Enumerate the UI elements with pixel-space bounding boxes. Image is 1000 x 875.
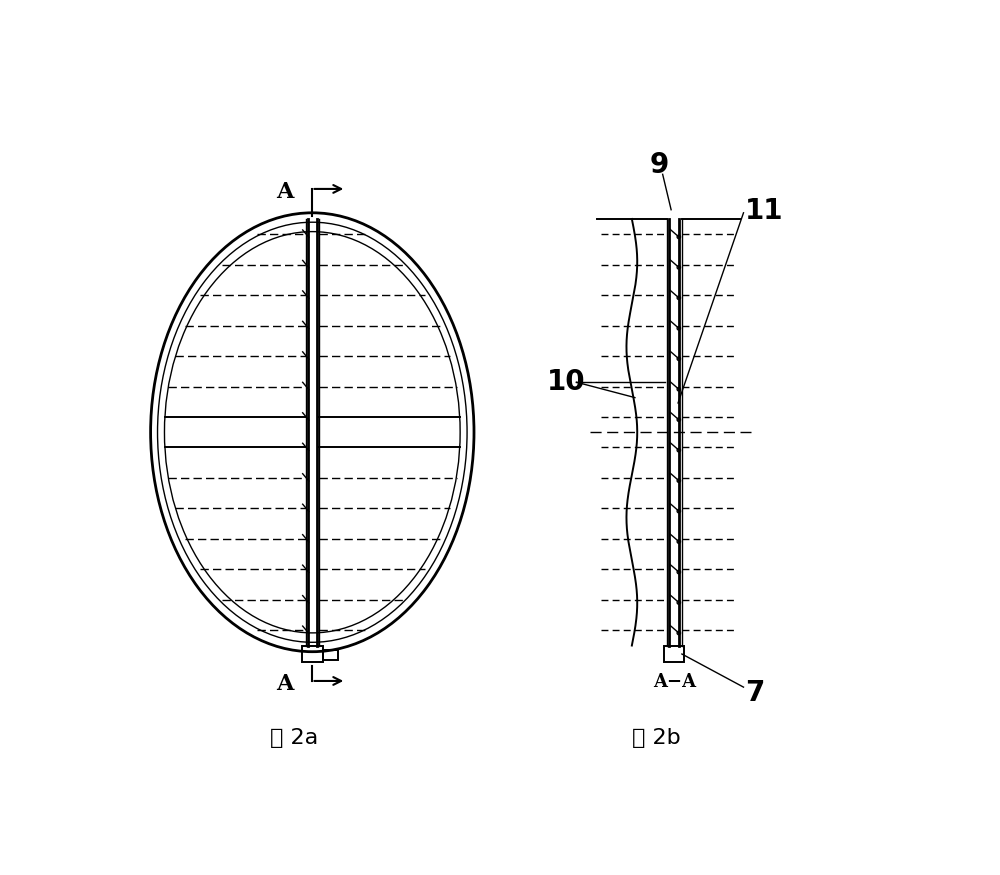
Text: 10: 10 bbox=[547, 368, 586, 396]
Bar bbox=[323, 650, 338, 660]
Text: 9: 9 bbox=[649, 150, 668, 178]
Bar bbox=[302, 646, 323, 662]
Text: A−A: A−A bbox=[653, 673, 697, 691]
Text: 11: 11 bbox=[745, 197, 784, 225]
Text: 图 2b: 图 2b bbox=[632, 728, 681, 748]
Text: 图 2a: 图 2a bbox=[270, 728, 318, 748]
Text: A: A bbox=[276, 181, 293, 203]
Text: 7: 7 bbox=[745, 679, 764, 707]
Bar bbox=[664, 646, 684, 662]
Text: A: A bbox=[276, 673, 293, 696]
